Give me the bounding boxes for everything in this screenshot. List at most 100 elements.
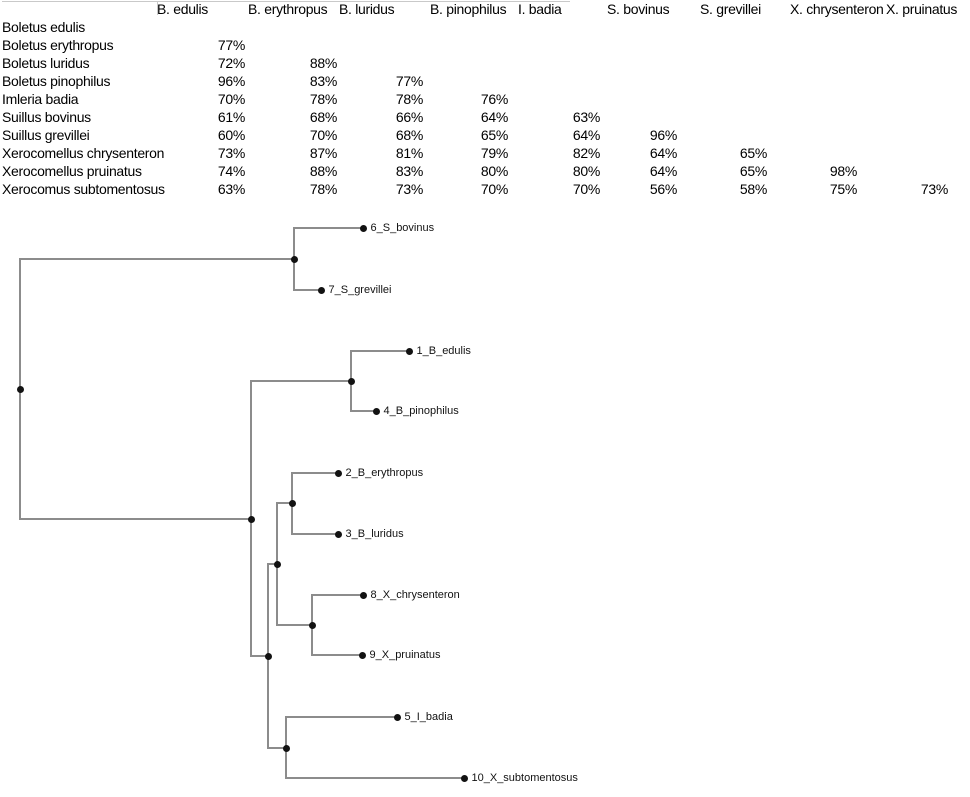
matrix-value-cell: 73%: [920, 181, 948, 197]
matrix-value-cell: 65%: [739, 163, 767, 179]
matrix-value-cell: 83%: [395, 163, 423, 179]
matrix-value-cell: 66%: [395, 109, 423, 125]
tree-leaf-label: 7_S_grevillei: [328, 284, 392, 296]
tree-node-dot: [264, 652, 272, 660]
matrix-value-cell: 65%: [480, 127, 508, 143]
tree-branch-horizontal: [19, 518, 252, 520]
matrix-value-cell: 98%: [829, 163, 857, 179]
matrix-row-label: Xerocomellus chrysenteron: [2, 145, 165, 161]
matrix-column-header: S. bovinus: [607, 1, 670, 17]
matrix-value-cell: 64%: [480, 109, 508, 125]
matrix-value-cell: 58%: [739, 181, 767, 197]
matrix-value-cell: 82%: [572, 145, 600, 161]
matrix-value-cell: 80%: [572, 163, 600, 179]
matrix-column-header: S. grevillei: [700, 1, 761, 17]
matrix-value-cell: 78%: [309, 181, 337, 197]
tree-branch-horizontal: [350, 350, 410, 352]
tree-leaf-dot: [334, 469, 342, 477]
matrix-value-cell: 70%: [572, 181, 600, 197]
tree-node-dot: [288, 499, 296, 507]
tree-branch-horizontal: [276, 502, 293, 504]
matrix-value-cell: 60%: [217, 127, 245, 143]
tree-branch-horizontal: [250, 655, 269, 657]
matrix-value-cell: 72%: [217, 55, 245, 71]
matrix-value-cell: 87%: [309, 145, 337, 161]
matrix-column-header: B. pinophilus: [430, 1, 507, 17]
matrix-row-label: Suillus grevillei: [2, 127, 90, 143]
tree-branch-horizontal: [285, 716, 398, 718]
matrix-column-header: I. badia: [518, 1, 562, 17]
tree-leaf-label: 9_X_pruinatus: [369, 649, 441, 661]
matrix-value-cell: 65%: [739, 145, 767, 161]
tree-leaf-label: 4_B_pinophilus: [383, 405, 459, 417]
matrix-value-cell: 63%: [217, 181, 245, 197]
matrix-value-cell: 78%: [395, 91, 423, 107]
tree-node-dot: [247, 515, 255, 523]
tree-node-dot: [308, 621, 316, 629]
tree-leaf-dot: [393, 713, 401, 721]
tree-branch-horizontal: [350, 410, 377, 412]
matrix-value-cell: 68%: [395, 127, 423, 143]
matrix-value-cell: 78%: [309, 91, 337, 107]
matrix-value-cell: 81%: [395, 145, 423, 161]
matrix-value-cell: 96%: [649, 127, 677, 143]
matrix-row-label: Boletus luridus: [2, 55, 90, 71]
matrix-row-label: Suillus bovinus: [2, 109, 91, 125]
matrix-value-cell: 75%: [829, 181, 857, 197]
cell-border-vertical-line: [157, 2, 158, 15]
tree-node-dot: [273, 560, 281, 568]
tree-leaf-dot: [460, 774, 468, 782]
matrix-column-header: B. luridus: [339, 1, 395, 17]
tree-branch-horizontal: [250, 380, 352, 382]
matrix-value-cell: 96%: [217, 73, 245, 89]
tree-node-dot: [347, 377, 355, 385]
tree-branch-horizontal: [267, 563, 278, 565]
matrix-value-cell: 73%: [217, 145, 245, 161]
matrix-value-cell: 88%: [309, 163, 337, 179]
cell-border-top-line: [2, 1, 570, 2]
tree-leaf-dot: [372, 407, 380, 415]
tree-leaf-dot: [358, 651, 366, 659]
tree-leaf-label: 8_X_chrysenteron: [370, 589, 460, 601]
matrix-value-cell: 83%: [309, 73, 337, 89]
tree-branch-horizontal: [293, 227, 364, 229]
matrix-value-cell: 64%: [649, 163, 677, 179]
tree-leaf-dot: [359, 224, 367, 232]
matrix-row-label: Xerocomellus pruinatus: [2, 163, 142, 179]
matrix-value-cell: 64%: [649, 145, 677, 161]
matrix-row-label: Boletus pinophilus: [2, 73, 111, 89]
matrix-column-header: X. chrysenteron: [790, 1, 884, 17]
matrix-row-label: Boletus erythropus: [2, 37, 114, 53]
tree-leaf-label: 10_X_subtomentosus: [471, 772, 578, 784]
tree-branch-horizontal: [291, 533, 339, 535]
matrix-value-cell: 68%: [309, 109, 337, 125]
tree-leaf-label: 1_B_edulis: [416, 345, 471, 357]
tree-node-dot: [282, 744, 290, 752]
tree-branch-horizontal: [311, 594, 364, 596]
matrix-value-cell: 73%: [395, 181, 423, 197]
tree-branch-horizontal: [293, 289, 322, 291]
tree-leaf-dot: [334, 530, 342, 538]
matrix-value-cell: 74%: [217, 163, 245, 179]
matrix-value-cell: 77%: [395, 73, 423, 89]
matrix-column-header: B. edulis: [157, 1, 208, 17]
tree-leaf-label: 2_B_erythropus: [345, 467, 424, 479]
matrix-row-label: Boletus edulis: [2, 19, 85, 35]
tree-leaf-dot: [405, 347, 413, 355]
matrix-value-cell: 80%: [480, 163, 508, 179]
matrix-value-cell: 70%: [309, 127, 337, 143]
tree-branch-horizontal: [276, 624, 313, 626]
tree-node-dot: [290, 255, 298, 263]
matrix-row-label: Imleria badia: [2, 91, 79, 107]
matrix-value-cell: 61%: [217, 109, 245, 125]
matrix-value-cell: 63%: [572, 109, 600, 125]
tree-leaf-dot: [317, 286, 325, 294]
tree-leaf-label: 6_S_bovinus: [370, 222, 435, 234]
matrix-value-cell: 88%: [309, 55, 337, 71]
matrix-value-cell: 70%: [217, 91, 245, 107]
tree-branch-horizontal: [267, 747, 287, 749]
tree-leaf-label: 5_I_badia: [404, 711, 453, 723]
tree-branch-horizontal: [19, 258, 295, 260]
